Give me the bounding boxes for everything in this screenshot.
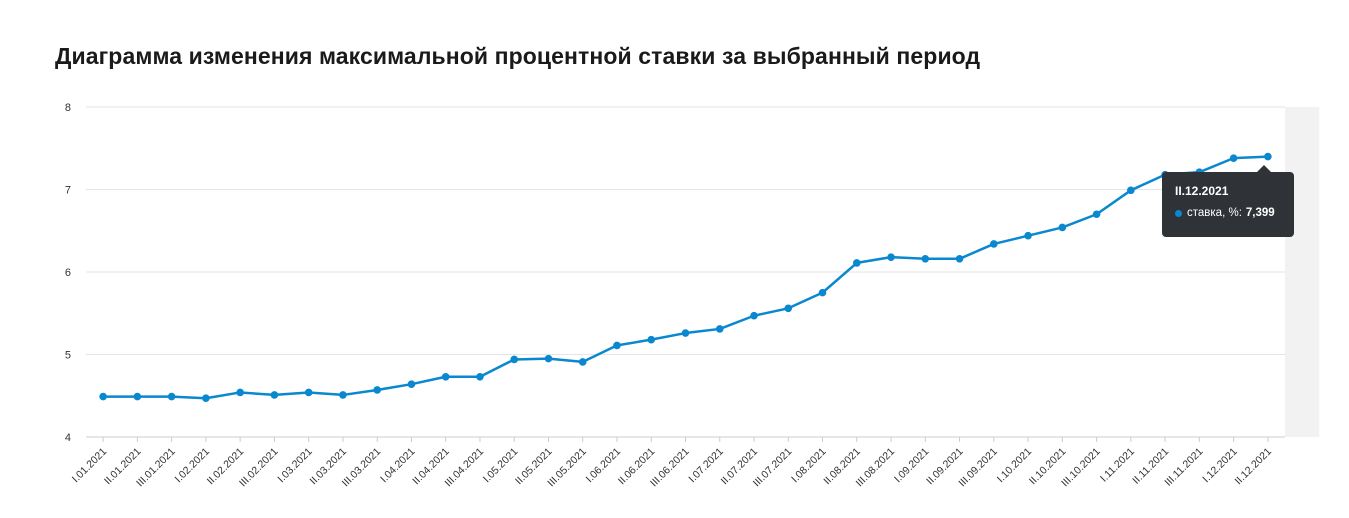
data-point (715, 325, 724, 333)
data-point (887, 253, 895, 261)
series-marker-icon (1175, 209, 1182, 217)
hover-highlight-band (1285, 107, 1320, 437)
series-line (103, 155, 1268, 400)
data-point (167, 392, 176, 401)
data-point (1264, 152, 1272, 161)
tooltip-value: 7,399 (1245, 207, 1275, 219)
data-point (544, 354, 553, 363)
data-point (407, 380, 416, 389)
data-points (99, 152, 1272, 403)
data-point (1058, 223, 1067, 232)
data-point (133, 392, 142, 401)
data-point (921, 254, 930, 263)
data-point (1127, 186, 1135, 195)
y-tick-label: 8 (65, 102, 71, 114)
data-point (202, 394, 210, 403)
data-point (99, 392, 107, 401)
data-point (818, 288, 827, 297)
data-point (373, 386, 381, 394)
data-point (1229, 154, 1238, 162)
chart-title: Диаграмма изменения максимальной процент… (55, 43, 981, 69)
data-point (578, 358, 587, 366)
data-point (681, 329, 690, 337)
data-point (236, 388, 244, 397)
y-tick-label: 7 (65, 185, 71, 197)
x-tick-label: II.12.2021 (1232, 446, 1274, 488)
y-tick-label: 5 (65, 350, 71, 362)
y-tick-label: 4 (65, 432, 71, 444)
hover-band (1285, 107, 1320, 437)
data-point (647, 335, 656, 344)
data-point (613, 341, 621, 350)
tooltip-series-label: ставка, %: (1187, 207, 1242, 219)
tooltip-title: II.12.2021 (1175, 184, 1229, 198)
data-point (750, 311, 758, 320)
data-point (270, 391, 279, 399)
data-point (476, 372, 484, 381)
data-point (955, 254, 964, 263)
grid-lines (86, 106, 1285, 438)
tooltip-row: ставка, %: 7,399 (1175, 207, 1294, 219)
data-point (441, 372, 450, 381)
data-point (304, 388, 313, 397)
data-point (784, 304, 793, 313)
series-line-path (103, 155, 1268, 400)
y-tick-label: 6 (65, 267, 71, 279)
data-point (339, 391, 347, 399)
chart-tooltip: II.12.2021 ставка, %: 7,399 (1162, 165, 1294, 237)
x-axis: I.01.2021II.01.2021III.01.2021I.02.2021I… (70, 437, 1274, 489)
data-point (510, 355, 519, 364)
data-point (1092, 210, 1101, 219)
data-point (1024, 231, 1032, 240)
data-point (990, 240, 998, 248)
data-point (852, 259, 861, 267)
y-axis: 4 5 6 7 8 (65, 102, 71, 444)
